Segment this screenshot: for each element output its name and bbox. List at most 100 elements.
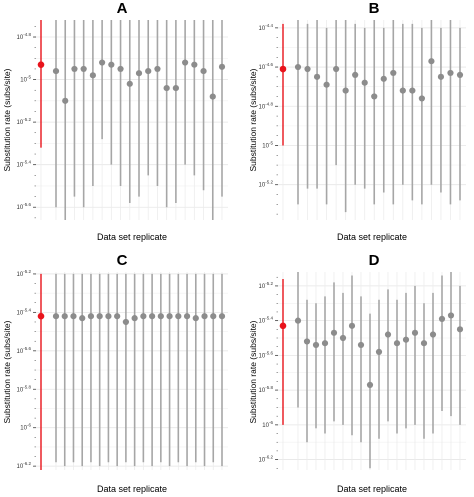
y-tick-label: 10-6.2 — [259, 455, 274, 464]
replicate-point — [201, 313, 208, 320]
y-tick-label: 10-5.4 — [259, 316, 274, 325]
replicate-point — [330, 329, 338, 336]
replicate-point — [145, 67, 152, 75]
replicate-point — [357, 341, 365, 349]
replicate-point — [447, 312, 455, 319]
replicate-point — [175, 313, 182, 320]
replicate-point — [411, 329, 419, 336]
reference-point — [37, 61, 45, 68]
replicate-point — [182, 59, 189, 66]
replicate-point — [348, 322, 356, 329]
y-tick-exponent: -5.2 — [265, 281, 273, 286]
y-tick-exponent: -5.4 — [23, 307, 31, 312]
y-tick-exponent: -5.4 — [23, 160, 31, 165]
replicate-point — [105, 313, 112, 320]
y-tick-base: 10 — [17, 272, 24, 278]
y-axis-label: Substitution rate (subs/site) — [2, 320, 12, 423]
reference-point — [37, 312, 45, 320]
y-axis-label: Substitution rate (subs/site) — [2, 68, 12, 171]
panel-letter: B — [369, 0, 380, 17]
replicate-point — [154, 65, 161, 73]
y-axis-label: Substitution rate (subs/site) — [248, 320, 258, 423]
replicate-point — [52, 313, 60, 320]
y-tick-base: 10 — [17, 349, 24, 355]
replicate-point — [122, 318, 129, 326]
panel-letter: C — [117, 252, 128, 269]
panel-letter: A — [117, 0, 128, 17]
replicate-point — [70, 313, 77, 320]
y-tick-label: 10-4.4 — [259, 23, 274, 32]
y-tick-label: 10-5.4 — [17, 307, 32, 316]
y-tick-exponent: -4.6 — [265, 62, 273, 67]
replicate-point — [172, 84, 179, 92]
replicate-point — [108, 61, 115, 68]
y-tick-base: 10 — [259, 353, 266, 359]
replicate-point — [200, 67, 207, 75]
y-tick-exponent: -5.2 — [265, 180, 273, 185]
replicate-point — [409, 87, 416, 94]
replicate-point — [342, 87, 349, 94]
replicate-point — [192, 315, 199, 322]
replicate-point — [209, 93, 216, 100]
x-axis-label: Data set replicate — [97, 232, 167, 242]
y-tick-base: 10 — [259, 388, 266, 394]
replicate-point — [380, 75, 387, 82]
y-tick-exponent: -5 — [27, 75, 31, 80]
replicate-point — [294, 63, 302, 71]
y-tick-exponent: -5 — [269, 140, 273, 145]
y-tick-exponent: -5.6 — [265, 350, 273, 355]
y-tick-base: 10 — [259, 65, 266, 71]
replicate-point — [163, 84, 170, 92]
replicate-point — [135, 70, 143, 77]
y-tick-base: 10 — [17, 387, 24, 393]
replicate-point — [456, 326, 464, 333]
reference-point — [279, 65, 287, 73]
x-axis-label: Data set replicate — [337, 484, 407, 494]
y-tick-base: 10 — [17, 120, 24, 126]
x-axis-label: Data set replicate — [337, 232, 407, 242]
replicate-point — [304, 65, 311, 73]
y-tick-base: 10 — [17, 163, 24, 169]
x-axis-label: Data set replicate — [97, 484, 167, 494]
y-tick-exponent: -5.2 — [23, 269, 31, 274]
panel-letter: D — [369, 252, 380, 269]
y-tick-label: 10-5.6 — [17, 202, 32, 211]
y-tick-label: 10-4.6 — [259, 62, 274, 71]
replicate-point — [402, 336, 410, 343]
y-tick-exponent: -5.4 — [265, 316, 273, 321]
y-tick-label: 10-5.6 — [17, 346, 32, 355]
replicate-point — [456, 71, 464, 79]
replicate-point — [61, 313, 68, 320]
y-tick-exponent: -5.6 — [23, 202, 31, 207]
panel-d: 10-5.210-5.410-5.610-5.810-610-6.2DData … — [248, 252, 466, 494]
replicate-point — [166, 313, 173, 320]
replicate-point — [429, 331, 437, 338]
y-axis-label: Substitution rate (subs/site) — [248, 68, 258, 171]
y-tick-label: 10-6 — [20, 423, 31, 432]
y-tick-exponent: -4.4 — [265, 23, 273, 28]
panel-c: 10-5.210-5.410-5.610-5.810-610-6.2CData … — [2, 252, 228, 494]
y-tick-exponent: -5.8 — [265, 385, 273, 390]
replicate-point — [71, 65, 78, 73]
y-tick-exponent: -6.2 — [265, 455, 273, 460]
y-tick-label: 10-5.2 — [17, 117, 32, 126]
reference-point — [279, 322, 287, 330]
replicate-point — [191, 61, 198, 68]
y-tick-exponent: -6.2 — [23, 461, 31, 466]
replicate-point — [312, 341, 320, 349]
replicate-point — [418, 95, 425, 102]
y-tick-base: 10 — [259, 104, 266, 110]
y-tick-label: 10-6.2 — [17, 461, 32, 470]
y-tick-base: 10 — [262, 143, 269, 149]
y-tick-label: 10-5.8 — [259, 385, 274, 394]
replicate-point — [294, 317, 302, 324]
y-tick-label: 10-5.2 — [259, 180, 274, 189]
y-tick-label: 10-5 — [262, 140, 273, 149]
y-tick-label: 10-4.8 — [17, 32, 32, 41]
replicate-point — [438, 315, 446, 322]
y-tick-exponent: -5.6 — [23, 346, 31, 351]
replicate-point — [131, 315, 138, 322]
